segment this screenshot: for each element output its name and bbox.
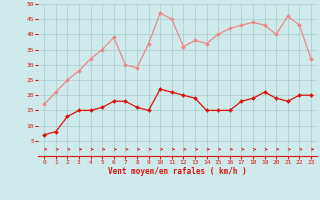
X-axis label: Vent moyen/en rafales ( km/h ): Vent moyen/en rafales ( km/h ) bbox=[108, 167, 247, 176]
